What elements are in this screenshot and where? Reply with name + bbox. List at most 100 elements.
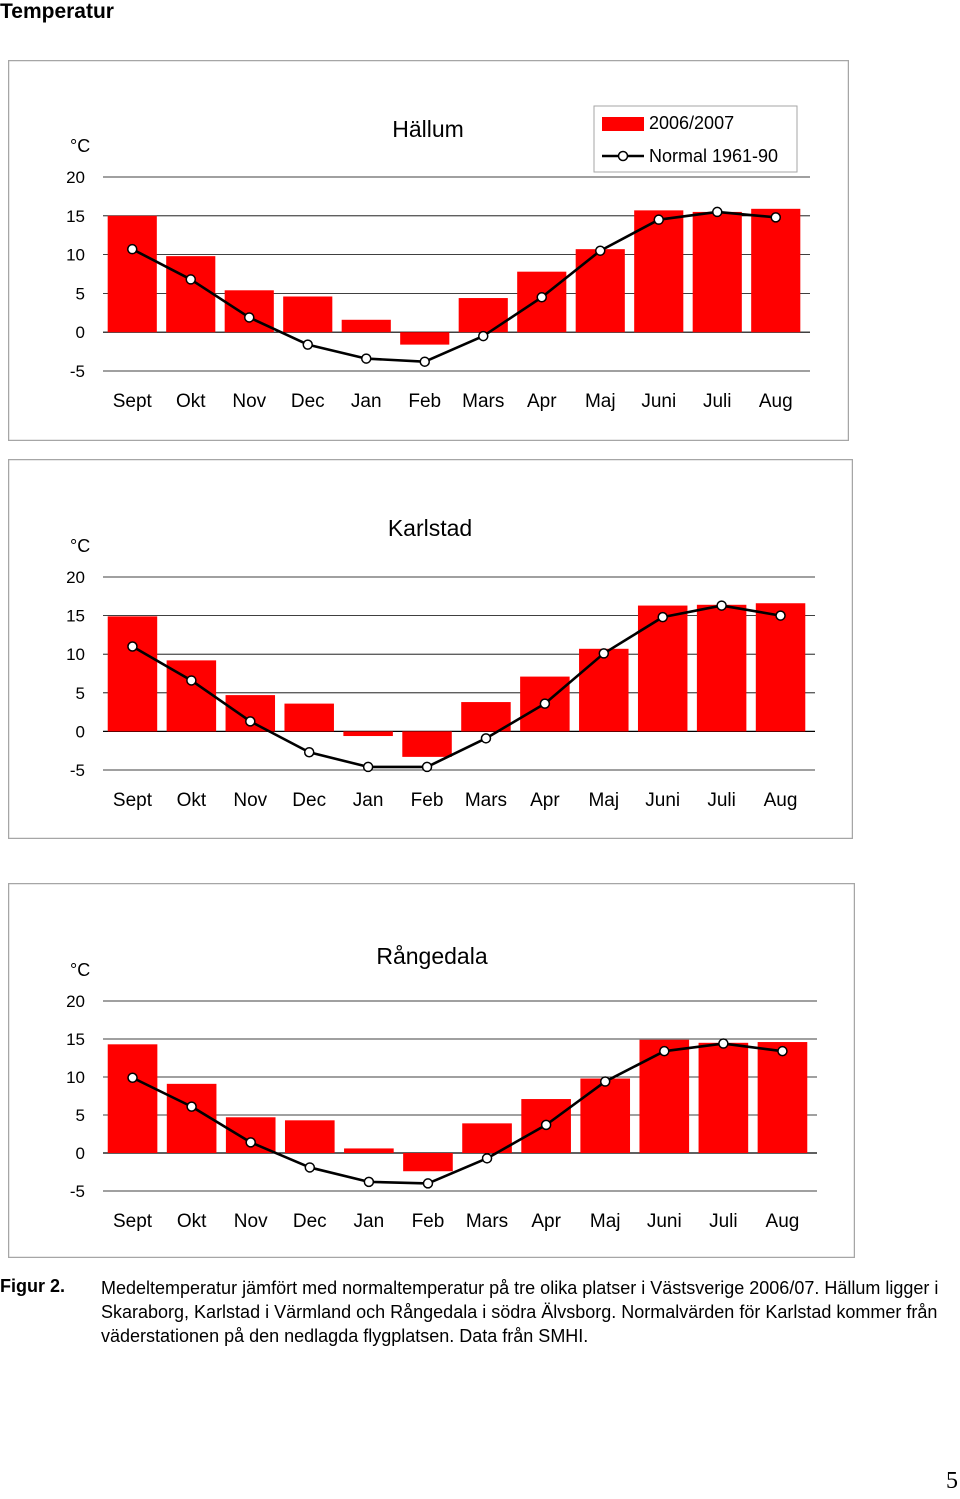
rangedala-xtick-label-feb: Feb bbox=[412, 1211, 445, 1232]
karlstad-xtick-label-apr: Apr bbox=[530, 790, 560, 811]
karlstad-bar-maj bbox=[579, 648, 629, 732]
hallum-normal-point-nov bbox=[244, 312, 255, 323]
rangedala-xtick-label-apr: Apr bbox=[531, 1211, 561, 1232]
hallum-ytick-label: 5 bbox=[76, 284, 85, 303]
karlstad-xtick-label-jan: Jan bbox=[353, 790, 384, 811]
rangedala-ytick-label: 15 bbox=[66, 1030, 85, 1049]
hallum-xtick-label-juli: Juli bbox=[703, 391, 732, 412]
rangedala-normal-point-jan bbox=[363, 1176, 375, 1188]
rangedala-bar-feb bbox=[403, 1153, 453, 1172]
page-number: 5 bbox=[946, 1468, 958, 1494]
hallum-normal-point-dec bbox=[302, 339, 313, 350]
hallum-xtick-label-mars: Mars bbox=[462, 391, 504, 412]
hallum-xtick-label-maj: Maj bbox=[585, 391, 616, 412]
rangedala-ytick-label: 5 bbox=[76, 1106, 85, 1125]
karlstad-normal-point-juli bbox=[716, 600, 727, 611]
rangedala-ytick-label: 20 bbox=[66, 992, 85, 1011]
rangedala-bar-jan bbox=[344, 1148, 394, 1153]
chart-panel-karlstad: 20 15 10 5 0 -5 °C Karlstad Sept Okt Nov Dec Jan Feb M… bbox=[8, 459, 853, 839]
chart-hallum: 20 15 10 5 0 -5 °C Hällum Sept Okt Nov Dec Jan Feb Mar… bbox=[8, 60, 849, 441]
rangedala-normal-point-dec bbox=[304, 1162, 316, 1173]
legend-swatch-marker bbox=[617, 150, 629, 162]
rangedala-normal-point-maj bbox=[599, 1076, 611, 1087]
rangedala-xtick-label-aug: Aug bbox=[766, 1211, 800, 1232]
rangedala-bar-aug bbox=[757, 1042, 808, 1153]
karlstad-ytick-label: 0 bbox=[76, 722, 85, 741]
rangedala-chart-title: Rångedala bbox=[376, 943, 487, 969]
karlstad-xtick-label-feb: Feb bbox=[411, 790, 444, 811]
hallum-normal-line bbox=[131, 210, 776, 363]
hallum-xtick-label-apr: Apr bbox=[527, 391, 557, 412]
hallum-bar-mars bbox=[458, 298, 508, 333]
hallum-legend: 2006/2007 Normal 1961-90 bbox=[593, 105, 798, 173]
rangedala-normal-point-aug bbox=[777, 1045, 788, 1057]
hallum-normal-point-sept bbox=[127, 243, 138, 255]
rangedala-xtick-label-nov: Nov bbox=[234, 1211, 268, 1232]
karlstad-xtick-label-nov: Nov bbox=[233, 790, 267, 811]
karlstad-bar-mars bbox=[461, 702, 511, 732]
karlstad-ytick-label: 10 bbox=[66, 645, 85, 664]
chart-panel-rangedala: 20 15 10 5 0 -5 °C Rångedala Sept Okt Nov Dec Jan Feb… bbox=[8, 883, 855, 1258]
karlstad-chart-title: Karlstad bbox=[388, 515, 472, 541]
page-heading: Temperatur bbox=[0, 0, 114, 23]
rangedala-normal-point-mars bbox=[481, 1153, 493, 1164]
rangedala-normal-point-juli bbox=[718, 1038, 729, 1049]
karlstad-xtick-label-dec: Dec bbox=[292, 790, 326, 811]
karlstad-ytick-label: -5 bbox=[70, 761, 85, 780]
karlstad-ytick-label: 20 bbox=[66, 568, 85, 587]
hallum-bar-feb bbox=[400, 332, 450, 345]
legend-swatch-bar bbox=[602, 117, 644, 131]
rangedala-normal-point-feb bbox=[422, 1178, 434, 1189]
hallum-bar-maj bbox=[575, 249, 625, 333]
hallum-ytick-label: 20 bbox=[66, 168, 85, 187]
hallum-normal-point-juli bbox=[712, 206, 723, 218]
hallum-bar-juli bbox=[692, 211, 742, 333]
karlstad-xtick-label-mars: Mars bbox=[465, 790, 507, 811]
chart-rangedala: 20 15 10 5 0 -5 °C Rångedala Sept Okt Nov Dec Jan Feb… bbox=[8, 883, 855, 1258]
chart-panel-hallum: 20 15 10 5 0 -5 °C Hällum Sept Okt Nov Dec Jan Feb Mar… bbox=[8, 60, 849, 441]
rangedala-xtick-label-jan: Jan bbox=[354, 1211, 385, 1232]
karlstad-normal-point-dec bbox=[303, 746, 315, 758]
rangedala-xtick-label-dec: Dec bbox=[293, 1211, 327, 1232]
rangedala-bar-juli bbox=[698, 1042, 749, 1153]
hallum-xtick-label-dec: Dec bbox=[291, 391, 325, 412]
hallum-xtick-label-sept: Sept bbox=[113, 391, 153, 412]
karlstad-normal-point-aug bbox=[775, 610, 786, 621]
rangedala-bar-okt bbox=[166, 1083, 217, 1153]
rangedala-bar-sept bbox=[107, 1044, 158, 1153]
rangedala-xtick-label-juni: Juni bbox=[647, 1211, 682, 1232]
karlstad-bar-juli bbox=[696, 604, 747, 732]
karlstad-normal-point-nov bbox=[245, 716, 256, 727]
hallum-bar-jan bbox=[341, 319, 391, 333]
rangedala-normal-point-juni bbox=[659, 1045, 670, 1057]
karlstad-bar-juni bbox=[637, 605, 688, 732]
hallum-xtick-label-okt: Okt bbox=[176, 391, 206, 412]
karlstad-normal-point-maj bbox=[598, 648, 610, 659]
karlstad-ytick-label: 15 bbox=[66, 607, 85, 626]
karlstad-bar-dec bbox=[284, 703, 334, 732]
rangedala-normal-point-nov bbox=[245, 1137, 256, 1148]
karlstad-unit-label: °C bbox=[70, 536, 90, 556]
rangedala-bar-nov bbox=[225, 1117, 276, 1153]
hallum-unit-label: °C bbox=[70, 136, 90, 156]
rangedala-normal-point-okt bbox=[186, 1101, 197, 1112]
rangedala-xtick-label-maj: Maj bbox=[590, 1211, 621, 1232]
hallum-normal-point-mars bbox=[478, 330, 489, 342]
hallum-normal-point-okt bbox=[185, 274, 196, 285]
rangedala-ytick-label: 0 bbox=[76, 1144, 85, 1163]
hallum-xtick-label-juni: Juni bbox=[641, 391, 676, 412]
chart-karlstad: 20 15 10 5 0 -5 °C Karlstad Sept Okt Nov Dec Jan Feb M… bbox=[8, 459, 853, 839]
hallum-normal-point-apr bbox=[536, 292, 547, 303]
hallum-xtick-label-aug: Aug bbox=[759, 391, 793, 412]
rangedala-unit-label: °C bbox=[70, 960, 90, 980]
hallum-normal-point-jan bbox=[361, 353, 372, 364]
karlstad-xtick-label-sept: Sept bbox=[113, 790, 153, 811]
rangedala-xtick-label-juli: Juli bbox=[709, 1211, 738, 1232]
hallum-bar-juni bbox=[634, 210, 684, 333]
rangedala-xtick-label-mars: Mars bbox=[466, 1211, 508, 1232]
figure-caption: Medeltemperatur jämfört med normaltemper… bbox=[101, 1278, 939, 1346]
karlstad-normal-point-feb bbox=[421, 761, 433, 773]
rangedala-normal-line bbox=[131, 1042, 783, 1185]
rangedala-xtick-label-okt: Okt bbox=[177, 1211, 207, 1232]
karlstad-normal-point-sept bbox=[127, 641, 138, 652]
